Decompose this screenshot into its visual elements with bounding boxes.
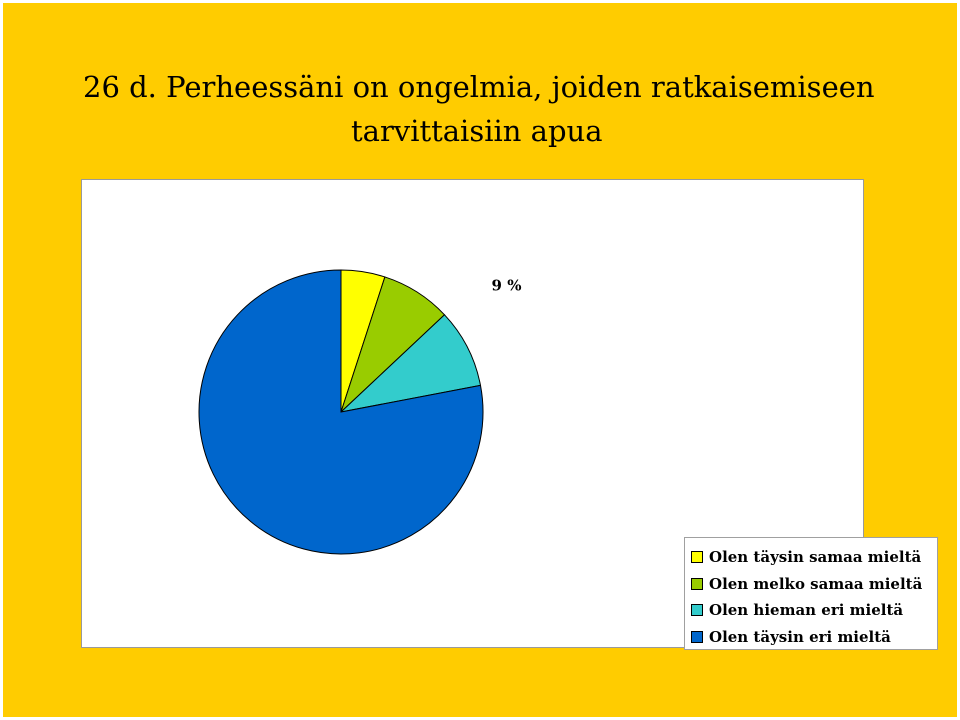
legend-swatch-4 <box>691 630 703 643</box>
legend-item-4: Olen täysin eri mieltä <box>691 624 937 651</box>
slide-title: 26 d. Perheessäni on ongelmia, joiden ra… <box>83 65 943 153</box>
chart-legend: Olen täysin samaa mieltä Olen melko samaa… <box>684 537 938 650</box>
legend-swatch-3 <box>691 604 703 617</box>
legend-item-1: Olen täysin samaa mieltä <box>691 544 937 571</box>
legend-label-1: Olen täysin samaa mieltä <box>709 548 922 567</box>
pie-data-label-3: 9 % <box>492 277 522 295</box>
legend-label-3: Olen hieman eri mieltä <box>709 601 904 620</box>
legend-item-3: Olen hieman eri mieltä <box>691 597 937 624</box>
pie-slice-4 <box>198 269 484 555</box>
pie-chart: 5 %8 %9 %78 % <box>198 269 522 555</box>
legend-swatch-2 <box>691 577 703 590</box>
legend-swatch-1 <box>691 551 703 564</box>
legend-label-2: Olen melko samaa mieltä <box>709 574 923 593</box>
legend-item-2: Olen melko samaa mieltä <box>691 571 937 598</box>
chart-area: 5 %8 %9 %78 % Olen täysin samaa mieltäOl… <box>81 179 938 650</box>
legend-label-4: Olen täysin eri mieltä <box>709 627 891 646</box>
slide-title-line-2: tarvittaisiin apua <box>351 114 603 148</box>
slide-title-line-1: 26 d. Perheessäni on ongelmia, joiden ra… <box>83 70 875 104</box>
pie-slice-3 <box>339 314 482 413</box>
